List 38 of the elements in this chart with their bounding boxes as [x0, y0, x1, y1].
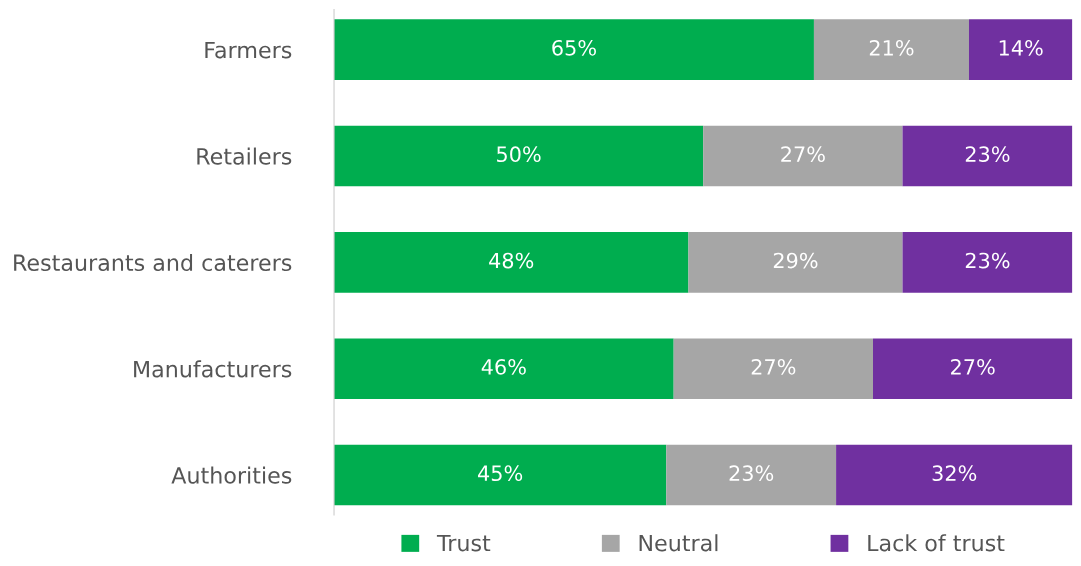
bar [666, 444, 837, 506]
y-tick-label: Manufacturers [134, 360, 292, 378]
bar [334, 338, 674, 399]
bar [673, 338, 873, 399]
bar [902, 232, 1073, 293]
data-label: 48% [489, 252, 534, 269]
data-label: 27% [951, 358, 995, 375]
data-label: 23% [965, 146, 1010, 163]
data-label: 14% [999, 39, 1043, 56]
data-label: 65% [552, 39, 596, 56]
legend-label: Trust [436, 534, 491, 552]
y-tick-label: Authorities [171, 466, 292, 484]
bar [334, 444, 667, 506]
data-label: 21% [869, 39, 914, 56]
bar [334, 19, 814, 80]
data-label: 29% [773, 252, 818, 269]
data-label: 50% [497, 146, 541, 163]
data-label: 32% [932, 465, 977, 482]
data-label: 46% [481, 358, 526, 375]
legend-label: Lack of trust [868, 534, 1005, 552]
bar [968, 19, 1073, 80]
bar [902, 125, 1073, 187]
data-label: 23% [729, 465, 774, 482]
legend-label: Neutral [639, 534, 718, 552]
bar [813, 19, 969, 80]
y-tick-label: Restaurants and caterers [14, 253, 292, 272]
y-tick-label: Retailers [197, 147, 292, 165]
bar [703, 125, 903, 187]
bar [873, 338, 1073, 399]
data-label: 27% [751, 358, 796, 375]
data-label: 27% [781, 146, 825, 163]
bar [334, 125, 704, 187]
y-tick-label: Farmers [205, 41, 292, 59]
bar [688, 232, 903, 293]
data-label: 45% [478, 465, 523, 482]
data-label: 23% [965, 252, 1010, 269]
bar [836, 444, 1073, 506]
bar [334, 232, 689, 293]
